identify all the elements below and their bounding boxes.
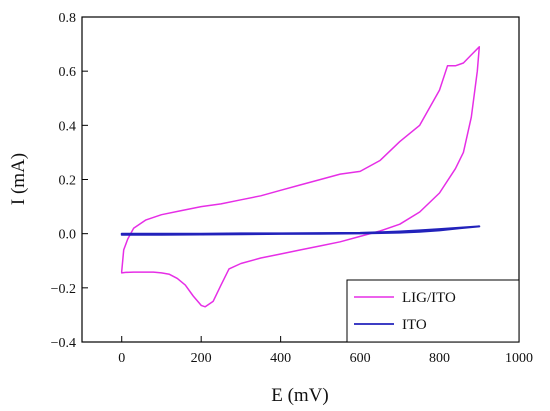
x-tick-label: 200 (191, 351, 212, 366)
series-line-lig-ito (120, 46, 481, 308)
y-tick-label: 0.4 (59, 119, 77, 134)
x-axis-title: E (mV) (271, 385, 329, 406)
legend-label-ito: ITO (402, 317, 427, 333)
y-tick-label: −0.4 (51, 336, 76, 351)
legend: LIG/ITO ITO (346, 279, 520, 343)
legend-label-lig-ito: LIG/ITO (402, 290, 456, 306)
y-tick-label: 0.6 (59, 65, 77, 80)
legend-box (346, 279, 520, 343)
x-tick-label: 1000 (505, 351, 533, 366)
y-tick-label: 0.0 (59, 228, 77, 243)
y-axis-title: I (mA) (8, 153, 29, 205)
series-line-ito (120, 225, 481, 236)
ticks-layer: 0 200 400 600 800 1000 −0.4 −0.2 0.0 0.2 0.4 0.6 0.8 (51, 11, 533, 366)
x-tick-label: 600 (350, 351, 371, 366)
x-tick-label: 0 (118, 351, 125, 366)
plot-content (120, 46, 481, 308)
y-tick-label: 0.8 (59, 11, 77, 26)
y-tick-label: 0.2 (59, 174, 77, 189)
y-tick-label: −0.2 (51, 282, 76, 297)
x-tick-label: 400 (270, 351, 291, 366)
x-tick-label: 800 (429, 351, 450, 366)
